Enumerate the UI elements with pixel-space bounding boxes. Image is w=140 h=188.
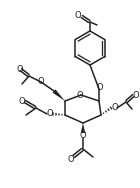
Text: O: O [47,109,53,118]
Text: O: O [80,131,86,140]
Polygon shape [52,89,65,101]
Text: O: O [77,90,83,99]
Polygon shape [81,123,85,133]
Text: O: O [19,96,25,105]
Text: O: O [112,104,118,112]
Text: O: O [75,11,81,20]
Text: O: O [17,65,23,74]
Text: O: O [97,83,103,92]
Text: O: O [133,90,139,99]
Text: O: O [38,77,44,86]
Text: O: O [68,155,74,164]
